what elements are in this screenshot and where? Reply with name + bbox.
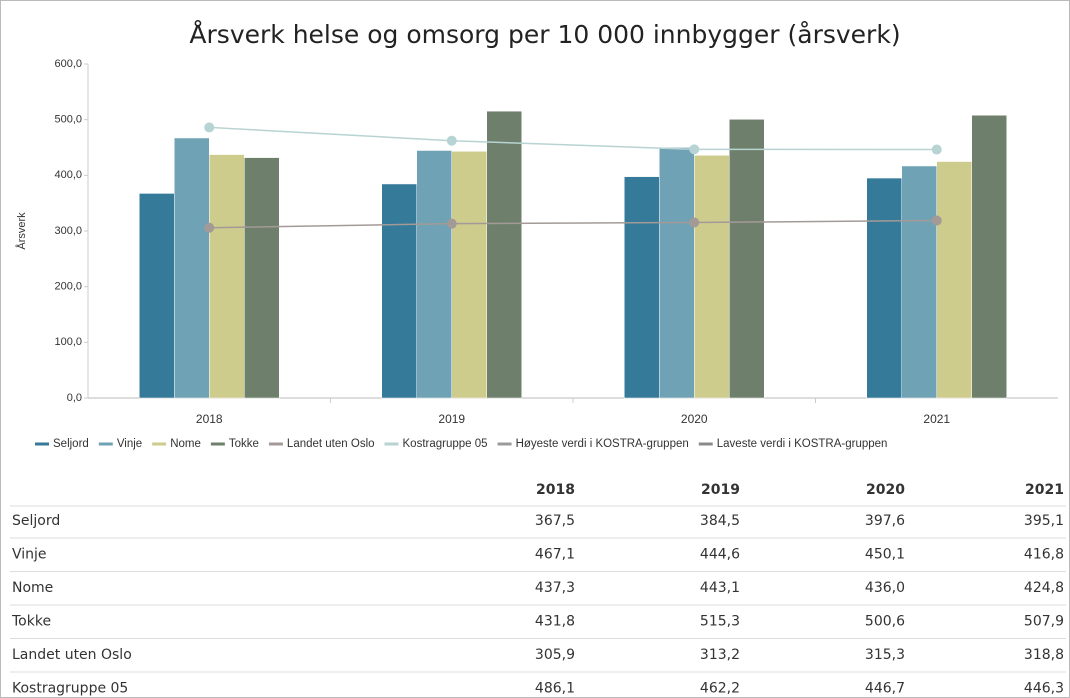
legend-label: Nome [170, 438, 201, 450]
bar [209, 154, 245, 399]
table-cell: 318,8 [1024, 647, 1064, 663]
table-cell: 486,1 [535, 681, 575, 697]
y-tick-label: 100,0 [54, 336, 82, 348]
y-tick-label: 400,0 [54, 169, 82, 181]
bar [416, 150, 452, 399]
legend-label: Laveste verdi i KOSTRA-gruppen [717, 438, 888, 450]
table-cell: 500,6 [865, 614, 905, 630]
table-row-label: Kostragruppe 05 [12, 681, 128, 697]
x-tick-label: 2021 [923, 412, 950, 426]
legend-label: Kostragruppe 05 [403, 438, 488, 450]
bar [729, 119, 765, 399]
table-header: 2019 [701, 482, 740, 498]
table-cell: 367,5 [535, 513, 575, 529]
point [204, 222, 215, 233]
table-cell: 431,8 [535, 614, 575, 630]
table-cell: 467,1 [535, 547, 575, 563]
point [689, 144, 700, 155]
table-cell: 507,9 [1024, 614, 1064, 630]
table-cell: 305,9 [535, 647, 575, 663]
table-header: 2021 [1025, 482, 1064, 498]
bar [624, 176, 660, 399]
table-header: 2018 [536, 482, 575, 498]
table-cell: 446,7 [865, 681, 905, 697]
legend-label: Vinje [117, 438, 142, 450]
bar [866, 177, 902, 399]
y-tick-label: 200,0 [54, 281, 82, 293]
table-cell: 395,1 [1024, 513, 1064, 529]
table-cell: 437,3 [535, 580, 575, 596]
line [209, 219, 937, 229]
table-cell: 315,3 [865, 647, 905, 663]
x-tick-label: 2020 [681, 412, 708, 426]
y-tick-label: 600,0 [54, 58, 82, 70]
y-tick-label: 300,0 [54, 225, 82, 237]
point [689, 217, 700, 228]
y-tick-label: 0,0 [67, 392, 82, 404]
legend-label: Landet uten Oslo [287, 438, 375, 450]
bar [174, 137, 210, 399]
table-row-label: Vinje [12, 547, 47, 563]
table-cell: 443,1 [700, 580, 740, 596]
table-row-label: Seljord [12, 513, 60, 529]
bar [936, 161, 972, 399]
point [446, 135, 457, 146]
point [204, 122, 215, 133]
table-cell: 444,6 [700, 547, 740, 563]
line [209, 126, 937, 151]
table-cell: 436,0 [865, 580, 905, 596]
bar [659, 147, 695, 399]
bar [694, 155, 730, 399]
point [931, 215, 942, 226]
bar [451, 151, 487, 399]
chart-title: Årsverk helse og omsorg per 10 000 innby… [189, 20, 900, 49]
bar [971, 115, 1007, 399]
y-axis-label: Årsverk [15, 212, 28, 250]
table-cell: 515,3 [700, 614, 740, 630]
bar [139, 193, 175, 399]
table-cell: 450,1 [865, 547, 905, 563]
table-row-label: Tokke [11, 614, 51, 630]
table-row-label: Nome [12, 580, 53, 596]
table-cell: 424,8 [1024, 580, 1064, 596]
bar [901, 165, 937, 399]
bar [381, 183, 417, 399]
bar [244, 157, 280, 399]
table-header: 2020 [866, 482, 905, 498]
table-cell: 384,5 [700, 513, 740, 529]
table-cell: 416,8 [1024, 547, 1064, 563]
x-tick-label: 2019 [438, 412, 465, 426]
table-row-label: Landet uten Oslo [12, 647, 132, 663]
legend-label: Høyeste verdi i KOSTRA-gruppen [516, 438, 689, 450]
table-cell: 313,2 [700, 647, 740, 663]
table-cell: 462,2 [700, 681, 740, 697]
point [931, 144, 942, 155]
x-tick-label: 2018 [196, 412, 223, 426]
point [446, 218, 457, 229]
bar [486, 110, 522, 399]
table-cell: 446,3 [1024, 681, 1064, 697]
legend-label: Seljord [53, 438, 89, 450]
y-tick-label: 500,0 [54, 114, 82, 126]
table-cell: 397,6 [865, 513, 905, 529]
legend-label: Tokke [229, 438, 259, 450]
